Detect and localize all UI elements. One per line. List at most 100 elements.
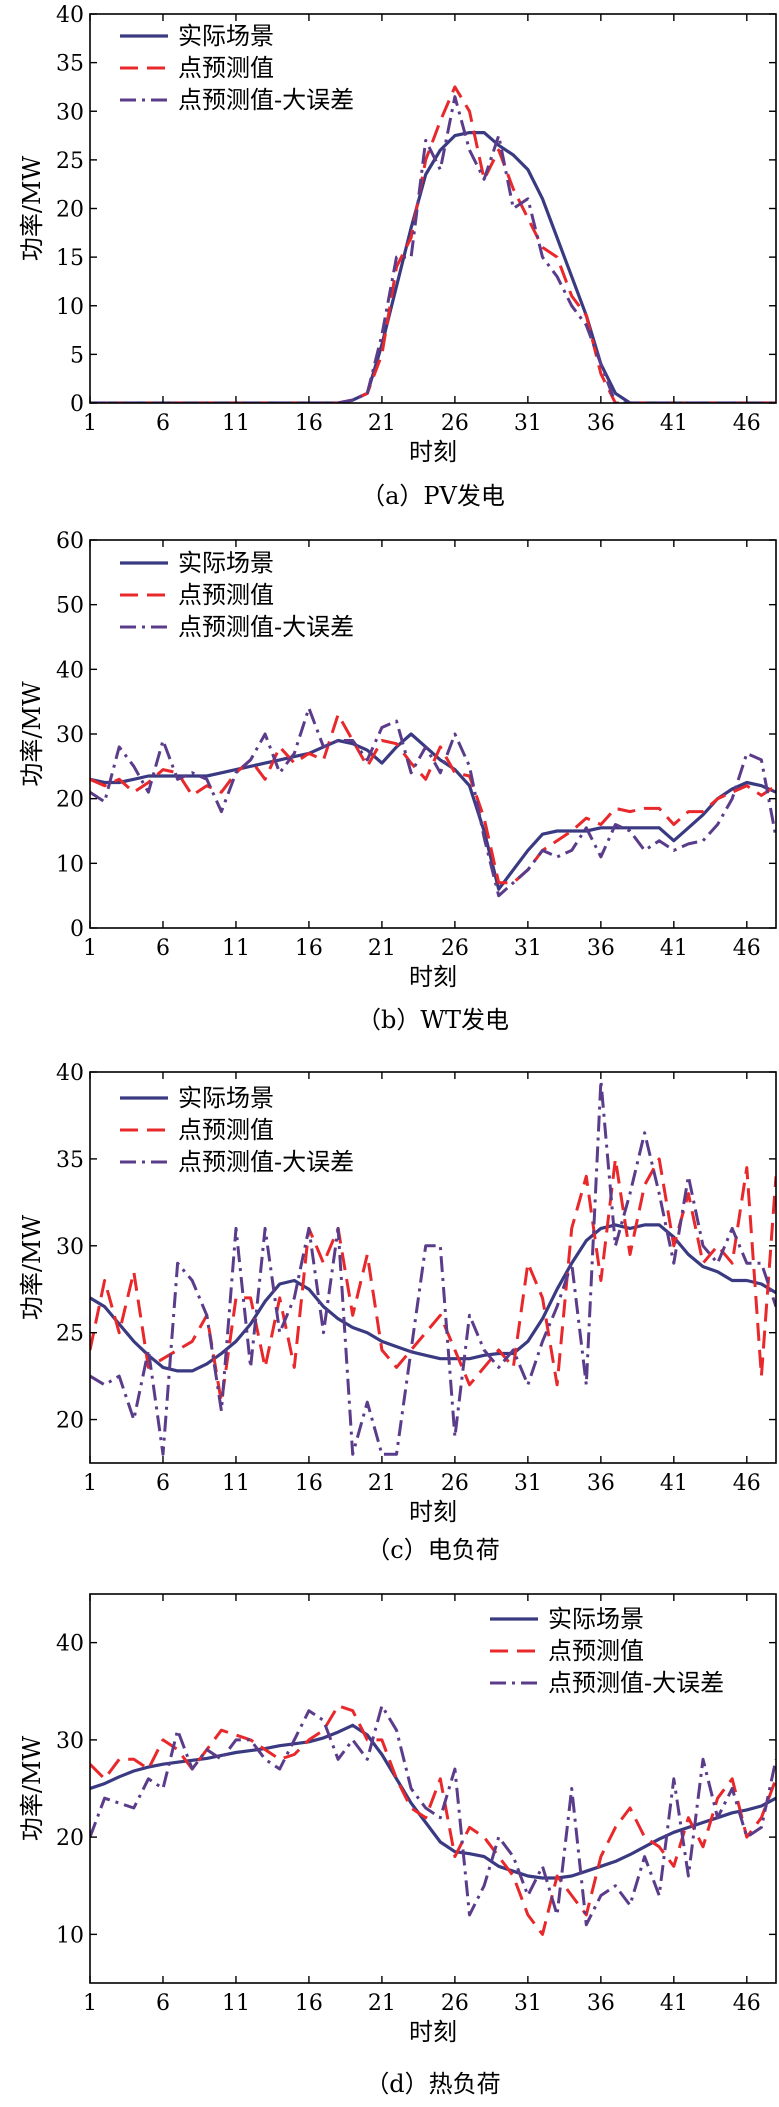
- series-line-dashdot: [90, 95, 776, 403]
- y-axis-label: 功率/MW: [18, 1215, 46, 1321]
- x-tick-label: 26: [441, 1471, 469, 1496]
- plot-frame: [89, 1593, 777, 1984]
- legend-label: 实际场景: [178, 1084, 274, 1112]
- legend-label: 点预测值: [178, 1116, 274, 1144]
- x-tick-label: 26: [441, 1991, 469, 2016]
- y-tick-label: 10: [56, 1923, 84, 1948]
- x-tick-label: 41: [660, 1471, 688, 1496]
- series-line-dash: [90, 1704, 776, 1936]
- y-tick-label: 25: [56, 1322, 84, 1347]
- series-line-dash: [90, 713, 776, 885]
- legend-label: 点预测值: [178, 581, 274, 609]
- y-tick-label: 0: [70, 917, 84, 942]
- series-line-dash: [90, 85, 776, 403]
- y-tick-label: 25: [56, 149, 84, 174]
- legend-label: 实际场景: [178, 549, 274, 577]
- x-tick-label: 6: [156, 411, 170, 436]
- chart-panel-4: 1 6 11 16 21 26 31 36 41 4610203040时刻功率/MW（d）热负荷实…: [18, 1593, 777, 2098]
- y-tick-label: 10: [56, 852, 84, 877]
- legend-label: 点预测值-大误差: [178, 86, 354, 114]
- y-tick-label: 10: [56, 295, 84, 320]
- x-tick-label: 26: [441, 411, 469, 436]
- x-tick-label: 11: [222, 411, 250, 436]
- y-tick-label: 20: [56, 1826, 84, 1851]
- x-tick-label: 36: [587, 1471, 615, 1496]
- legend-label: 实际场景: [548, 1605, 644, 1633]
- x-tick-label: 36: [587, 1991, 615, 2016]
- x-tick-label: 6: [156, 936, 170, 961]
- series-line-dashdot: [90, 1704, 776, 1927]
- x-tick-label: 36: [587, 936, 615, 961]
- x-tick-label: 21: [368, 1471, 396, 1496]
- legend-label: 点预测值: [548, 1637, 644, 1665]
- x-tick-label: 16: [295, 1471, 323, 1496]
- x-tick-label: 11: [222, 1991, 250, 2016]
- chart-panel-3: 1 6 11 16 21 26 31 36 41 462025303540时刻功率/MW（c）电负…: [18, 1061, 777, 1564]
- y-axis-label: 功率/MW: [18, 681, 46, 787]
- x-tick-label: 41: [660, 936, 688, 961]
- x-axis-label: 时刻: [409, 963, 457, 991]
- y-tick-label: 0: [70, 392, 84, 417]
- x-tick-label: 41: [660, 1991, 688, 2016]
- series-line-solid: [90, 732, 776, 891]
- legend-label: 点预测值-大误差: [178, 1148, 354, 1176]
- y-tick-label: 40: [56, 658, 84, 683]
- series-group: [90, 1079, 776, 1456]
- series-line-solid: [90, 1223, 776, 1373]
- series-line-solid: [90, 1723, 776, 1880]
- x-axis-label: 时刻: [409, 1498, 457, 1526]
- x-tick-label: 41: [660, 411, 688, 436]
- series-line-dashdot: [90, 706, 776, 898]
- x-tick-label: 6: [156, 1991, 170, 2016]
- x-tick-label: 11: [222, 936, 250, 961]
- y-tick-label: 20: [56, 198, 84, 223]
- x-tick-label: 1: [83, 1991, 97, 2016]
- y-tick-label: 20: [56, 1409, 84, 1434]
- y-tick-label: 40: [56, 1632, 84, 1657]
- y-tick-label: 20: [56, 788, 84, 813]
- x-tick-label: 16: [295, 1991, 323, 2016]
- y-tick-label: 60: [56, 529, 84, 554]
- series-line-dash: [90, 1157, 776, 1404]
- x-tick-label: 46: [733, 411, 761, 436]
- x-tick-label: 46: [733, 1991, 761, 2016]
- x-tick-label: 36: [587, 411, 615, 436]
- x-tick-label: 11: [222, 1471, 250, 1496]
- y-tick-label: 30: [56, 723, 84, 748]
- x-axis-label: 时刻: [409, 2018, 457, 2046]
- panel-caption: （c）电负荷: [366, 1536, 499, 1564]
- y-tick-label: 50: [56, 594, 84, 619]
- chart-panel-2: 1 6 11 16 21 26 31 36 41 460102030405060时刻功率/MW（b…: [18, 529, 777, 1034]
- x-tick-label: 26: [441, 936, 469, 961]
- y-tick-label: 5: [70, 343, 84, 368]
- x-tick-label: 21: [368, 1991, 396, 2016]
- x-tick-label: 1: [83, 1471, 97, 1496]
- legend-label: 点预测值-大误差: [178, 613, 354, 641]
- y-tick-label: 35: [56, 52, 84, 77]
- y-tick-label: 35: [56, 1148, 84, 1173]
- x-tick-label: 31: [514, 411, 542, 436]
- x-axis-label: 时刻: [409, 438, 457, 466]
- chart-panel-1: 1 6 11 16 21 26 31 36 41 460510152025303540时刻功率/M…: [18, 3, 777, 510]
- x-tick-label: 16: [295, 411, 323, 436]
- x-tick-label: 1: [83, 936, 97, 961]
- panel-caption: （d）热负荷: [365, 2070, 500, 2098]
- x-tick-label: 6: [156, 1471, 170, 1496]
- y-tick-label: 40: [56, 1061, 84, 1086]
- x-tick-label: 46: [733, 936, 761, 961]
- x-tick-label: 21: [368, 936, 396, 961]
- legend-label: 点预测值: [178, 54, 274, 82]
- x-tick-label: 31: [514, 936, 542, 961]
- y-tick-label: 30: [56, 1729, 84, 1754]
- series-group: [90, 1704, 776, 1936]
- x-tick-label: 16: [295, 936, 323, 961]
- panel-caption: （a）PV发电: [361, 482, 505, 510]
- x-tick-label: 46: [733, 1471, 761, 1496]
- y-tick-label: 40: [56, 3, 84, 28]
- legend-label: 实际场景: [178, 22, 274, 50]
